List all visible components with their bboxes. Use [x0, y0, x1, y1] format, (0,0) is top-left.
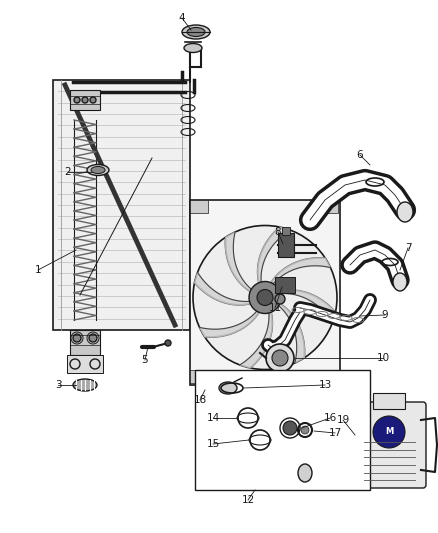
Bar	[373, 393, 405, 409]
Text: 13: 13	[318, 380, 332, 390]
Polygon shape	[271, 258, 331, 284]
Circle shape	[90, 97, 96, 103]
Text: 11: 11	[268, 303, 282, 313]
Polygon shape	[226, 232, 251, 292]
Circle shape	[257, 289, 273, 305]
Polygon shape	[199, 311, 259, 337]
Polygon shape	[279, 304, 304, 363]
Text: 19: 19	[336, 415, 350, 425]
Bar	[190, 200, 208, 213]
Ellipse shape	[91, 166, 105, 174]
Bar	[282, 227, 290, 235]
Bar	[275, 277, 295, 293]
Bar	[195, 370, 370, 490]
Polygon shape	[258, 227, 290, 282]
Text: 1: 1	[35, 265, 41, 275]
Ellipse shape	[73, 379, 97, 391]
FancyBboxPatch shape	[352, 402, 426, 488]
Circle shape	[272, 350, 288, 366]
Text: 15: 15	[206, 439, 219, 449]
Circle shape	[193, 225, 337, 369]
Bar	[70, 330, 100, 355]
Bar	[278, 233, 294, 257]
Polygon shape	[280, 290, 336, 322]
Circle shape	[165, 340, 171, 346]
Bar	[320, 370, 338, 383]
Bar	[53, 80, 190, 330]
Text: 14: 14	[206, 413, 219, 423]
Ellipse shape	[393, 273, 407, 291]
Ellipse shape	[184, 44, 202, 52]
Circle shape	[82, 97, 88, 103]
Circle shape	[283, 421, 297, 435]
Text: 17: 17	[328, 428, 342, 438]
Circle shape	[301, 426, 309, 434]
Circle shape	[275, 294, 285, 304]
Ellipse shape	[182, 25, 210, 39]
Bar	[67, 355, 103, 373]
Text: 9: 9	[381, 310, 389, 320]
Circle shape	[73, 334, 81, 342]
Text: M: M	[385, 427, 393, 437]
Text: 10: 10	[376, 353, 389, 363]
Ellipse shape	[87, 165, 109, 175]
Circle shape	[373, 416, 405, 448]
Ellipse shape	[219, 382, 237, 394]
Text: 3: 3	[55, 380, 61, 390]
Ellipse shape	[187, 28, 205, 36]
Ellipse shape	[298, 464, 312, 482]
Bar	[190, 370, 208, 383]
Bar	[190, 200, 340, 385]
Circle shape	[74, 97, 80, 103]
Text: 8: 8	[275, 227, 281, 237]
Text: 12: 12	[241, 495, 254, 505]
Text: 4: 4	[179, 13, 185, 23]
Polygon shape	[194, 272, 250, 305]
Ellipse shape	[397, 202, 413, 222]
Text: 18: 18	[193, 395, 207, 405]
Bar	[70, 90, 100, 110]
Text: 16: 16	[323, 413, 337, 423]
Circle shape	[89, 334, 97, 342]
Text: 2: 2	[65, 167, 71, 177]
Text: 5: 5	[141, 355, 148, 365]
Bar	[320, 200, 338, 213]
Circle shape	[266, 344, 294, 372]
Text: 7: 7	[405, 243, 411, 253]
Text: 6: 6	[357, 150, 363, 160]
Polygon shape	[240, 312, 272, 368]
Circle shape	[249, 281, 281, 313]
